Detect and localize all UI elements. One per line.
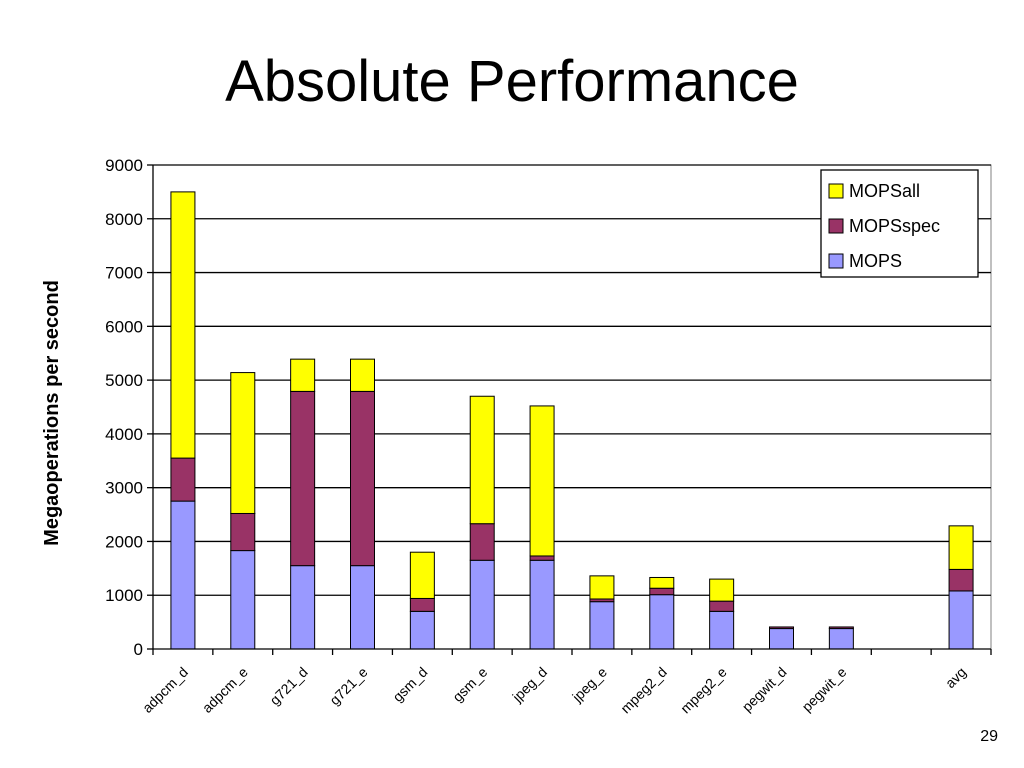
x-tick-label: adpcm_d bbox=[139, 664, 191, 716]
bar-segment-mops-gsm-d bbox=[409, 610, 435, 650]
bar-segment-mopsall-mpeg2-e bbox=[709, 578, 735, 602]
bar-segment-mopsspec-jpeg-d bbox=[529, 555, 555, 561]
x-tick-label: avg bbox=[942, 664, 969, 691]
x-tick-label: pegwit_e bbox=[799, 664, 850, 715]
y-tick-label: 4000 bbox=[105, 425, 143, 444]
bar-segment-mops-pegwit-e bbox=[828, 628, 854, 650]
y-tick-labels: 0 1000 2000 3000 4000 5000 6000 7000 8000 9000 bbox=[105, 156, 143, 659]
x-tick-label: gsm_d bbox=[389, 664, 430, 705]
x-tick-label: g721_e bbox=[326, 664, 370, 708]
y-tick-label: 3000 bbox=[105, 479, 143, 498]
bar-segment-mopsspec-gsm-e bbox=[469, 523, 495, 561]
x-tick-label: mpeg2_e bbox=[677, 664, 730, 717]
legend-box bbox=[820, 169, 979, 278]
x-tick-label: jpeg_e bbox=[568, 664, 610, 706]
bar-segment-mopsall-gsm-d bbox=[409, 551, 435, 599]
bar-segment-mopsspec-adpcm-e bbox=[230, 512, 256, 552]
x-tick-label: adpcm_e bbox=[199, 664, 251, 716]
legend-label-mopsspec: MOPSspec bbox=[849, 216, 940, 236]
axes bbox=[147, 164, 992, 655]
y-tick-label: 9000 bbox=[105, 156, 143, 175]
bar-segment-mopsall-adpcm-d bbox=[170, 191, 196, 459]
x-tick-label: jpeg_d bbox=[508, 664, 550, 706]
y-tick-label: 2000 bbox=[105, 532, 143, 551]
y-tick-label: 8000 bbox=[105, 210, 143, 229]
y-tick-label: 5000 bbox=[105, 371, 143, 390]
bar-segment-mops-g721-d bbox=[290, 565, 316, 650]
legend-label-mops: MOPS bbox=[849, 251, 902, 271]
y-tick-label: 1000 bbox=[105, 586, 143, 605]
y-axis-title: Megaoperations per second bbox=[41, 280, 63, 546]
page-number: 29 bbox=[980, 728, 998, 745]
bar-segment-mopsall-g721-d bbox=[290, 358, 316, 392]
x-tick-label: pegwit_d bbox=[739, 664, 790, 715]
bar-segment-mopsall-adpcm-e bbox=[230, 372, 256, 514]
bar-segment-mopsall-jpeg-e bbox=[589, 575, 615, 600]
x-tick-label: g721_d bbox=[266, 664, 310, 708]
bar-segment-mops-mpeg2-e bbox=[709, 610, 735, 650]
bar-segment-mops-jpeg-d bbox=[529, 559, 555, 650]
bar-segment-mopsspec-avg bbox=[948, 568, 974, 592]
bar-segment-mopsall-g721-e bbox=[350, 358, 375, 392]
bar-segment-mopsspec-pegwit-e bbox=[828, 626, 854, 630]
bar-segment-mops-g721-e bbox=[350, 565, 375, 650]
y-tick-label: 7000 bbox=[105, 264, 143, 283]
bar-segment-mops-pegwit-d bbox=[769, 628, 794, 650]
bar-segment-mopsspec-g721-e bbox=[350, 390, 375, 567]
legend-swatch-mopsall bbox=[828, 183, 844, 199]
legend-swatch-mops bbox=[828, 253, 844, 269]
y-tick-label: 0 bbox=[134, 640, 143, 659]
legend: MOPSall MOPSspec MOPS bbox=[820, 169, 979, 278]
x-tick-labels: adpcm_d adpcm_e g721_d g721_e gsm_d gsm_e jpeg… bbox=[139, 664, 969, 717]
bar-segment-mopsall-gsm-e bbox=[469, 395, 495, 525]
bar-segment-mops-mpeg2-d bbox=[649, 594, 675, 650]
bar-segment-mopsall-jpeg-d bbox=[529, 405, 555, 557]
bar-segment-mopsspec-gsm-d bbox=[409, 597, 435, 612]
y-tick-label: 6000 bbox=[105, 317, 143, 336]
legend-swatch-mopsspec bbox=[828, 218, 844, 234]
bars bbox=[170, 191, 974, 650]
bar-segment-mopsspec-adpcm-d bbox=[170, 457, 196, 502]
bar-segment-mops-gsm-e bbox=[469, 559, 495, 650]
bar-segment-mopsspec-mpeg2-d bbox=[649, 587, 675, 596]
bar-segment-mops-jpeg-e bbox=[589, 601, 615, 650]
bar-segment-mopsspec-mpeg2-e bbox=[709, 600, 735, 612]
bar-segment-mops-adpcm-e bbox=[230, 550, 256, 650]
bar-segment-mopsspec-pegwit-d bbox=[769, 626, 794, 630]
slide-title: Absolute Performance bbox=[225, 49, 799, 114]
bar-segment-mops-avg bbox=[948, 590, 974, 650]
x-tick-label: mpeg2_d bbox=[617, 664, 670, 717]
bar-segment-mopsall-avg bbox=[948, 525, 974, 570]
legend-label-mopsall: MOPSall bbox=[849, 181, 920, 201]
bar-segment-mopsspec-g721-d bbox=[290, 390, 316, 567]
x-tick-label: gsm_e bbox=[449, 664, 490, 705]
bar-segment-mops-adpcm-d bbox=[170, 500, 196, 650]
bar-segment-mopsall-mpeg2-d bbox=[649, 576, 675, 589]
